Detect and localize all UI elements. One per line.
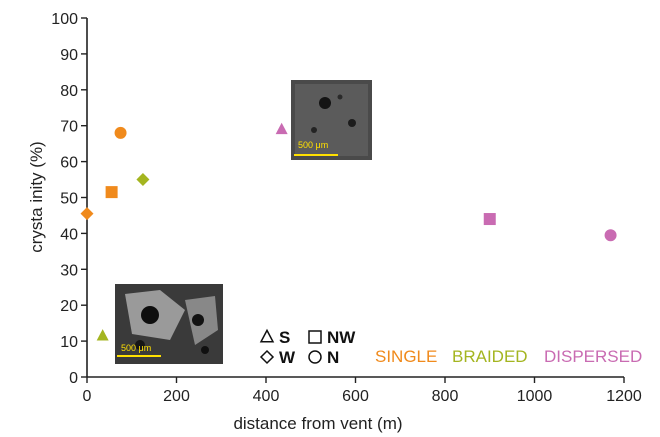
y-tick-label: 50 <box>60 191 78 208</box>
y-tick-label: 10 <box>60 334 78 351</box>
data-point-square <box>105 186 118 199</box>
legend-diamond-icon <box>259 349 275 365</box>
legend-direction-label: W <box>279 348 296 367</box>
marker-legend: S NW W N <box>259 328 356 367</box>
data-point-triangle <box>96 329 109 341</box>
y-tick-label: 20 <box>60 298 78 315</box>
legend-circle-icon <box>308 350 322 364</box>
legend-direction-label: NW <box>327 328 356 347</box>
legend-square-icon <box>308 330 322 344</box>
micrograph-inset-upper: 500 μm <box>291 80 372 160</box>
y-tick-label: 60 <box>60 155 78 172</box>
y-tick-label: 70 <box>60 119 78 136</box>
y-tick-label: 90 <box>60 47 78 64</box>
y-tick-label: 40 <box>60 226 78 243</box>
data-point-square <box>483 213 496 226</box>
x-ticks: 0 200 400 600 800 1000 1200 <box>83 377 642 405</box>
x-tick-label: 600 <box>342 388 369 405</box>
x-tick-label: 1000 <box>517 388 553 405</box>
legend-dispersed: DISPERSED <box>544 347 642 366</box>
y-tick-label: 30 <box>60 262 78 279</box>
legend-direction-label: S <box>279 328 290 347</box>
x-tick-label: 0 <box>83 388 92 405</box>
legend-dispersed-label: DISPERSED <box>544 347 642 366</box>
scale-bar-label: 500 μm <box>298 140 328 150</box>
legend-triangle-icon <box>259 328 275 343</box>
data-points <box>80 122 617 341</box>
data-point-circle <box>604 229 617 242</box>
data-point-triangle <box>275 122 288 135</box>
legend-single: SINGLE <box>375 347 437 366</box>
x-tick-label: 800 <box>432 388 459 405</box>
data-point-diamond <box>80 207 94 221</box>
y-tick-label: 100 <box>51 11 78 28</box>
x-tick-label: 400 <box>253 388 280 405</box>
data-point-circle <box>114 126 127 139</box>
x-axis-label: distance from vent (m) <box>233 414 402 433</box>
legend-braided-label: BRAIDED <box>452 347 528 366</box>
legend-single-label: SINGLE <box>375 347 437 366</box>
legend-direction-label: N <box>327 348 339 367</box>
y-axis-label: crysta inity (%) <box>27 141 46 252</box>
y-tick-label: 0 <box>69 370 78 387</box>
scale-bar-label: 500 μm <box>121 343 151 353</box>
y-ticks: 0 10 20 30 40 50 60 70 80 90 100 <box>51 11 87 387</box>
micrograph-inset-lower: 500 μm <box>115 284 223 364</box>
legend-braided: BRAIDED <box>452 347 528 366</box>
x-tick-label: 1200 <box>606 388 642 405</box>
x-tick-label: 200 <box>163 388 190 405</box>
y-tick-label: 80 <box>60 83 78 100</box>
data-point-diamond <box>136 173 150 187</box>
